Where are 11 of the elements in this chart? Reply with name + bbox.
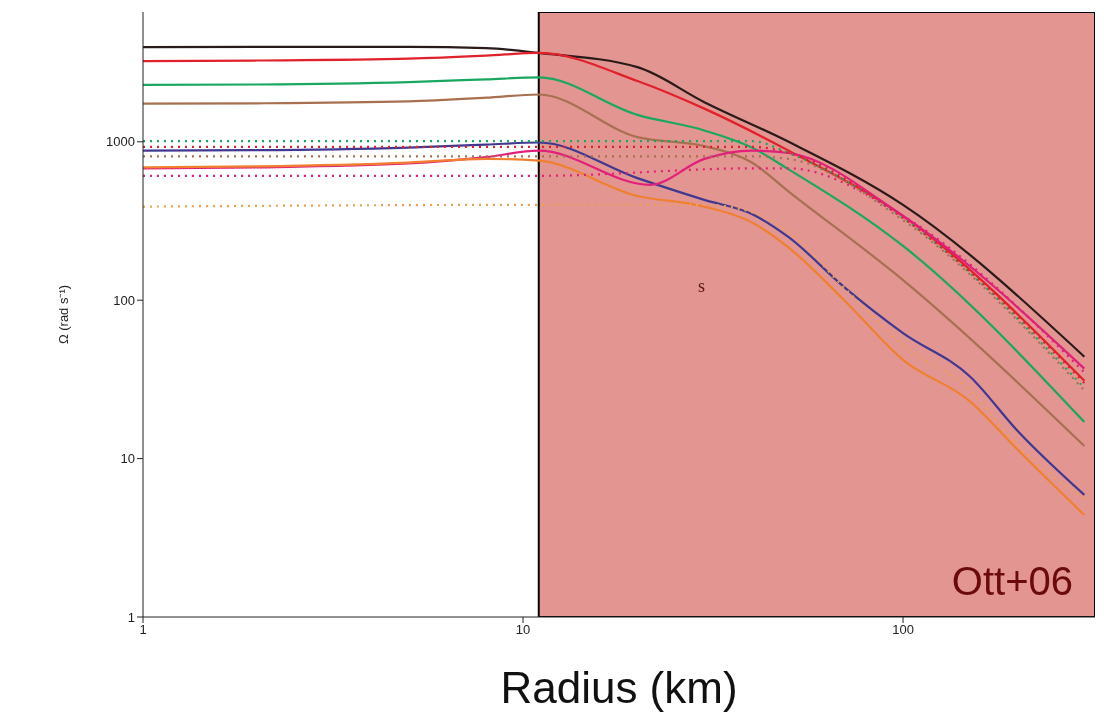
y-tick-label: 1000 xyxy=(106,134,135,150)
x-axis-title: Radius (km) xyxy=(500,663,738,712)
y-axis-title: Ω (rad s⁻¹) xyxy=(55,284,71,345)
band-label: Ott+06 xyxy=(951,559,1073,603)
y-tick-label: 1 xyxy=(127,609,135,625)
x-tick-label: 10 xyxy=(515,622,531,638)
annotation: s xyxy=(698,276,706,297)
y-tick-label: 10 xyxy=(120,451,135,467)
x-tick-label: 100 xyxy=(892,622,914,638)
y-tick-label: 100 xyxy=(113,292,135,308)
x-tick-label: 1 xyxy=(139,622,147,638)
